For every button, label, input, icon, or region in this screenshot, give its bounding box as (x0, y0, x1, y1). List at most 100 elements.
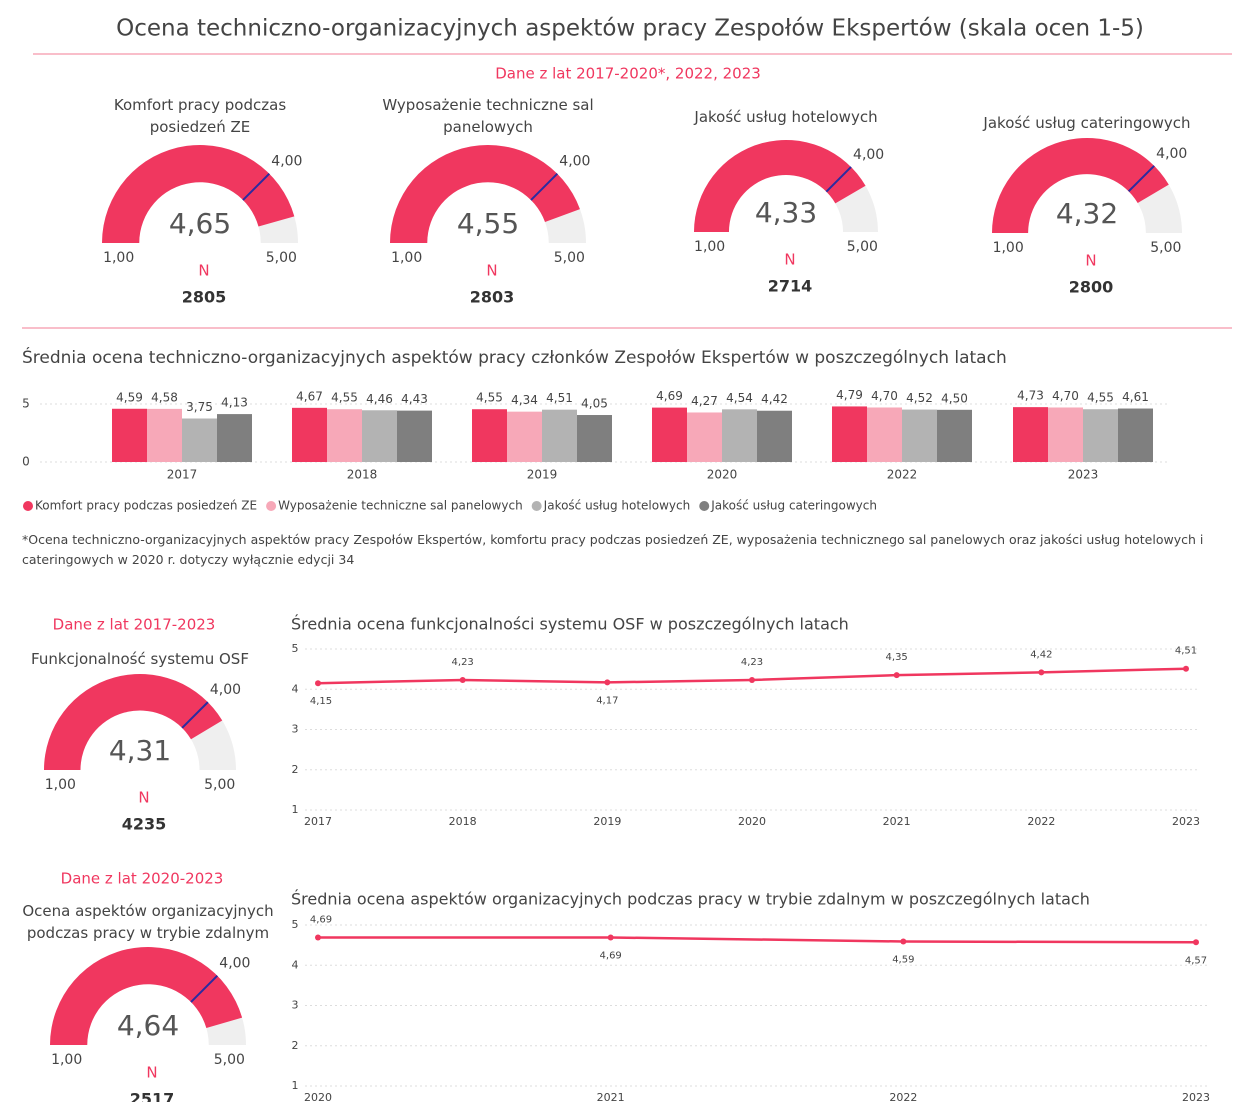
bar-value-label: 4,43 (401, 392, 428, 406)
bar (1083, 409, 1118, 462)
gauge-value (50, 946, 243, 1045)
bar-value-label: 4,70 (1052, 389, 1079, 403)
legend-swatch (531, 501, 542, 511)
bar-value-label: 4,42 (761, 392, 788, 406)
legend-label: Jakość usług cateringowych (710, 499, 877, 513)
x-tick-label: 2019 (593, 815, 621, 828)
gauge-target-label: 4,00 (559, 154, 590, 170)
point-value-label: 4,23 (452, 657, 474, 668)
line (318, 936, 1197, 944)
bar-value-label: 3,75 (186, 400, 213, 414)
bar (832, 406, 867, 462)
y-tick-label: 5 (22, 397, 30, 411)
legend-swatch (266, 501, 277, 511)
bar (397, 410, 432, 462)
gauge-n-label: N (486, 262, 497, 280)
chart-title: Średnia ocena aspektów organizacyjnych p… (291, 890, 1090, 909)
bar-value-label: 4,61 (1122, 390, 1149, 404)
bar-value-label: 4,50 (941, 391, 968, 405)
point (604, 679, 611, 686)
bar (1048, 407, 1083, 462)
x-tick-label: 2022 (1027, 815, 1055, 828)
page-subtitle: Dane z lat 2017-2020*, 2022, 2023 (495, 65, 761, 83)
gauge-target-label: 4,00 (219, 956, 250, 972)
gauge-min-label: 1,00 (993, 240, 1024, 256)
x-tick-label: 2017 (167, 468, 198, 482)
bar (182, 418, 217, 462)
bar-value-label: 4,54 (726, 391, 753, 405)
bar (327, 409, 362, 462)
legend-swatch (699, 501, 710, 511)
point (893, 672, 900, 679)
bar-value-label: 4,27 (691, 394, 718, 408)
point-value-label: 4,35 (886, 652, 908, 663)
y-tick-label: 1 (292, 803, 299, 816)
gauge-target (242, 172, 271, 201)
bar-value-label: 4,51 (546, 391, 573, 405)
footnote-box: *Ocena techniczno-organizacyjnych aspekt… (22, 532, 1203, 567)
legend-swatch (23, 501, 33, 511)
gauge-value (102, 145, 295, 243)
point-value-label: 4,15 (310, 696, 332, 707)
gauge-title: Komfort pracy podczas posiedzeń ZE (113, 96, 287, 136)
bar (1118, 408, 1153, 462)
point (607, 934, 614, 941)
gauge-value (694, 140, 866, 232)
x-tick-label: 2021 (597, 1091, 625, 1102)
y-tick-label: 5 (292, 918, 299, 931)
bar-value-label: 4,67 (296, 389, 323, 403)
y-tick-label: 3 (292, 999, 299, 1012)
y-tick-label: 2 (292, 763, 299, 776)
bar (937, 409, 972, 462)
gauge-target-label: 4,00 (271, 154, 302, 170)
gauge-n-label: N (198, 262, 209, 280)
point-value-label: 4,23 (741, 657, 763, 668)
y-tick-label: 5 (292, 642, 299, 655)
x-tick-label: 2023 (1182, 1091, 1210, 1102)
bar (507, 411, 542, 462)
gauge-n-label: N (784, 251, 795, 269)
gauge-title-box: Jakość usług hotelowych (694, 108, 877, 126)
gauge-target (825, 166, 852, 193)
bar (722, 409, 757, 462)
page-title: Ocena techniczno-organizacyjnych aspektó… (116, 16, 1144, 42)
point (749, 676, 755, 683)
bar (217, 414, 252, 462)
bar-value-label: 4,55 (476, 391, 503, 405)
y-tick-label: 3 (292, 723, 299, 736)
bar (112, 408, 147, 462)
gauge-title-box: Wyposażenie techniczne sal panelowych (382, 96, 594, 136)
y-tick-label: 1 (292, 1079, 299, 1092)
point-value-label: 4,51 (1175, 646, 1197, 657)
point (1193, 939, 1199, 946)
point-value-label: 4,42 (1030, 649, 1052, 660)
gauge-title-box: Jakość usług cateringowych (983, 114, 1190, 132)
bar (867, 407, 902, 462)
x-tick-label: 2023 (1172, 815, 1200, 828)
bar (147, 408, 182, 462)
gauge-n: 2800 (1069, 278, 1114, 297)
gauge-value (992, 137, 1169, 233)
gauge-target-label: 4,00 (1156, 146, 1187, 162)
point-value-label: 4,69 (600, 950, 622, 961)
gauge-max-label: 5,00 (554, 250, 585, 266)
gauge-target (1127, 165, 1155, 193)
point-value-label: 4,69 (310, 914, 332, 925)
bar-value-label: 4,70 (871, 389, 898, 403)
bar-value-label: 4,58 (151, 390, 178, 404)
x-tick-label: 2017 (304, 815, 332, 828)
gauge-n: 4235 (122, 815, 167, 834)
bar (1013, 407, 1048, 462)
bar (902, 409, 937, 462)
bar-value-label: 4,73 (1017, 389, 1044, 403)
gauge-title: Wyposażenie techniczne sal panelowych (382, 96, 594, 136)
legend-label: Wyposażenie techniczne sal panelowych (278, 499, 523, 513)
bar (687, 412, 722, 462)
gauge-n: 2803 (470, 288, 515, 307)
gauge-value (390, 144, 580, 243)
gauge-target (181, 701, 209, 729)
gauge-min-label: 1,00 (391, 250, 422, 266)
bar-value-label: 4,34 (511, 393, 538, 407)
gauge-value-label: 4,31 (109, 734, 171, 767)
gauge-subtitle: Dane z lat 2017-2023 (53, 616, 216, 634)
